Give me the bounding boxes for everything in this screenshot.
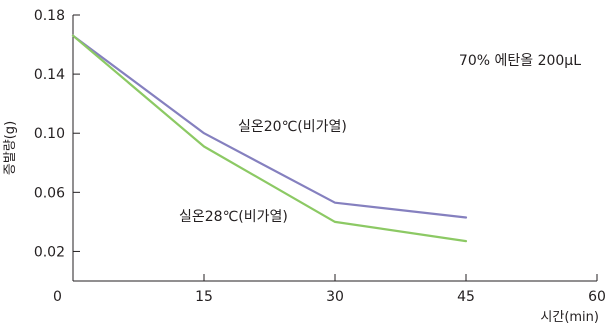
x-tick-label: 45 <box>457 289 475 305</box>
x-axis-title: 시간(min) <box>540 310 599 325</box>
y-tick-label: 0.06 <box>34 185 65 201</box>
y-tick-label: 0.10 <box>34 126 65 142</box>
series-label-20c: 실온20℃(비가열) <box>238 119 347 135</box>
y-tick-label: 0.14 <box>34 67 65 83</box>
y-tick-label: 0.02 <box>34 244 65 260</box>
x-tick-labels: 0 15 30 45 60 <box>53 274 606 305</box>
y-axis-title: 증발량(g) <box>3 121 18 175</box>
x-tick-label: 15 <box>195 289 213 305</box>
x-tick-label: 0 <box>53 289 62 305</box>
series-line-1 <box>71 34 468 243</box>
series-label-28c: 실온28℃(비가열) <box>179 209 288 225</box>
series-lines <box>71 34 468 243</box>
series-line-0 <box>71 34 468 219</box>
annotation-note: 70% 에탄올 200μL <box>459 53 581 69</box>
x-tick-label: 60 <box>588 289 606 305</box>
x-tick-label: 30 <box>326 289 344 305</box>
y-tick-labels: 0.02 0.06 0.10 0.14 0.18 <box>34 8 80 260</box>
y-tick-label: 0.18 <box>34 8 65 24</box>
